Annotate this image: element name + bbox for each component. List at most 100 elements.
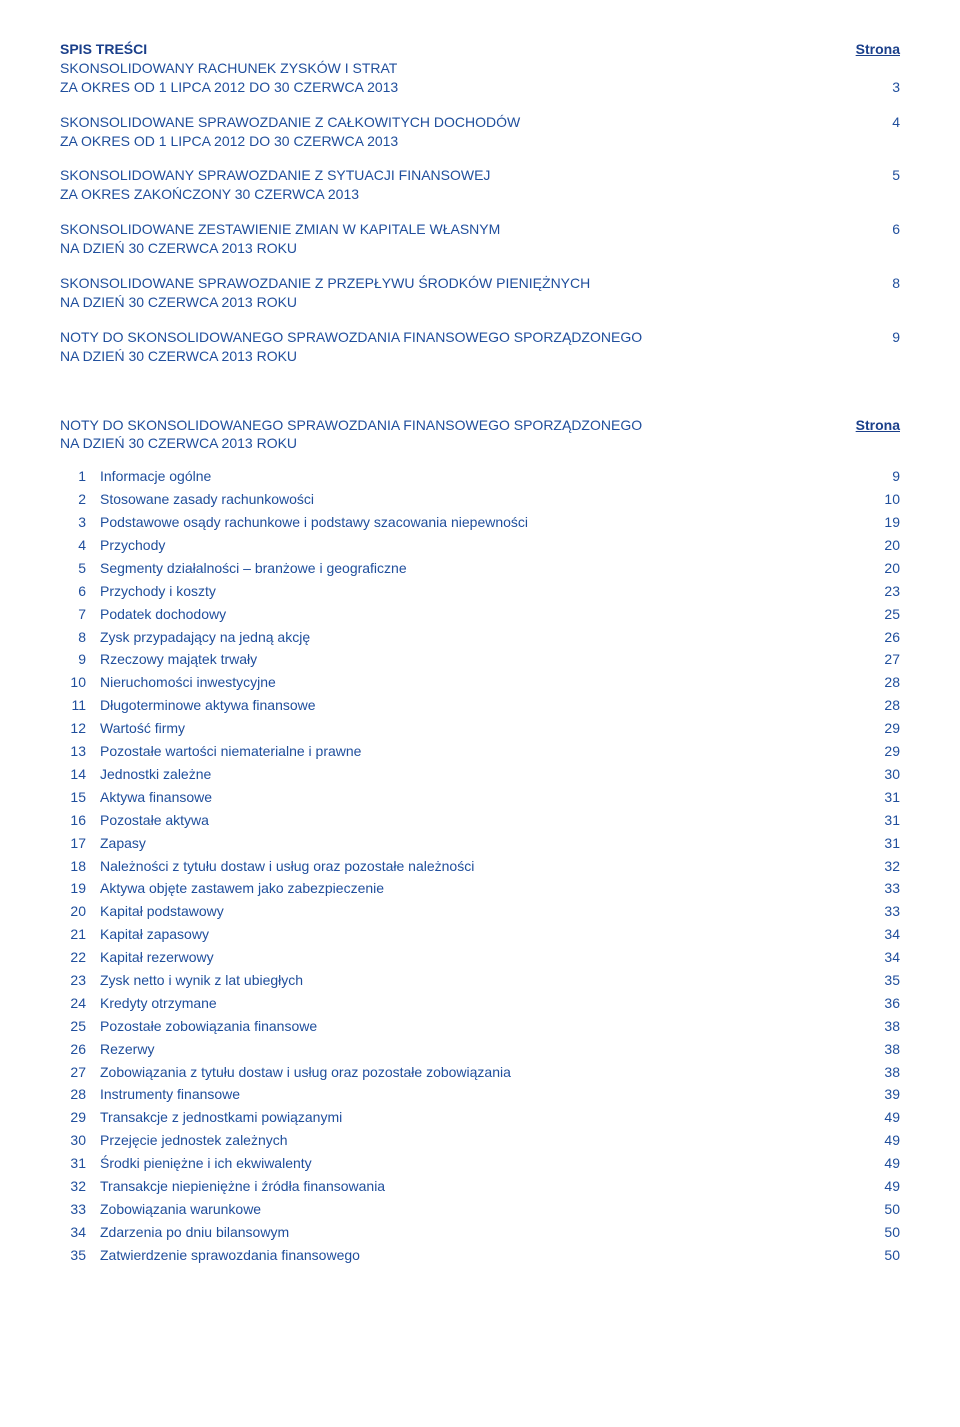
- spacer: [840, 59, 900, 78]
- notes-row-page: 49: [850, 1131, 900, 1150]
- toc-top-item-line: SKONSOLIDOWANE ZESTAWIENIE ZMIAN W KAPIT…: [60, 220, 810, 239]
- notes-row-label: Informacje ogólne: [100, 467, 850, 486]
- notes-row-page: 19: [850, 513, 900, 532]
- notes-row-number: 6: [60, 582, 100, 601]
- notes-row-label: Pozostałe zobowiązania finansowe: [100, 1017, 850, 1036]
- notes-row-number: 24: [60, 994, 100, 1013]
- notes-row-page: 10: [850, 490, 900, 509]
- notes-row-number: 31: [60, 1154, 100, 1173]
- notes-row-label: Nieruchomości inwestycyjne: [100, 673, 850, 692]
- toc-top-item-page: 5: [840, 166, 900, 185]
- notes-row-page: 28: [850, 673, 900, 692]
- toc-top-item-text: NOTY DO SKONSOLIDOWANEGO SPRAWOZDANIA FI…: [60, 328, 840, 366]
- notes-row-label: Rzeczowy majątek trwały: [100, 650, 850, 669]
- notes-row-page: 38: [850, 1063, 900, 1082]
- notes-row-label: Kapitał rezerwowy: [100, 948, 850, 967]
- notes-row-number: 27: [60, 1063, 100, 1082]
- notes-page-header: Strona: [856, 417, 900, 433]
- notes-list-row: 23Zysk netto i wynik z lat ubiegłych35: [60, 971, 900, 990]
- notes-row-page: 29: [850, 719, 900, 738]
- notes-row-page: 34: [850, 948, 900, 967]
- notes-row-page: 38: [850, 1040, 900, 1059]
- notes-list-row: 16Pozostałe aktywa31: [60, 811, 900, 830]
- notes-list-row: 35Zatwierdzenie sprawozdania finansowego…: [60, 1246, 900, 1265]
- notes-row-page: 50: [850, 1223, 900, 1242]
- notes-row-page: 25: [850, 605, 900, 624]
- notes-row-number: 32: [60, 1177, 100, 1196]
- toc-top-item-line: SKONSOLIDOWANY SPRAWOZDANIE Z SYTUACJI F…: [60, 166, 810, 185]
- notes-row-number: 10: [60, 673, 100, 692]
- toc-top-section: SPIS TREŚCI SKONSOLIDOWANY RACHUNEK ZYSK…: [60, 40, 900, 366]
- notes-row-number: 7: [60, 605, 100, 624]
- notes-list-row: 4Przychody20: [60, 536, 900, 555]
- notes-header-line2: NA DZIEŃ 30 CZERWCA 2013 ROKU: [60, 434, 856, 453]
- notes-header-line1: NOTY DO SKONSOLIDOWANEGO SPRAWOZDANIA FI…: [60, 416, 856, 435]
- toc-top-item-text: SKONSOLIDOWANE SPRAWOZDANIE Z PRZEPŁYWU …: [60, 274, 840, 312]
- notes-row-page: 36: [850, 994, 900, 1013]
- notes-row-label: Rezerwy: [100, 1040, 850, 1059]
- notes-row-page: 49: [850, 1154, 900, 1173]
- notes-list-row: 18Należności z tytułu dostaw i usług ora…: [60, 857, 900, 876]
- notes-list-row: 22Kapitał rezerwowy34: [60, 948, 900, 967]
- toc-top-item-page: 4: [840, 113, 900, 132]
- toc-title-row: SPIS TREŚCI SKONSOLIDOWANY RACHUNEK ZYSK…: [60, 40, 900, 97]
- notes-row-label: Środki pieniężne i ich ekwiwalenty: [100, 1154, 850, 1173]
- notes-list-row: 24Kredyty otrzymane36: [60, 994, 900, 1013]
- toc-top-item-line: SKONSOLIDOWANY RACHUNEK ZYSKÓW I STRAT: [60, 59, 810, 78]
- notes-row-label: Zdarzenia po dniu bilansowym: [100, 1223, 850, 1242]
- notes-row-page: 26: [850, 628, 900, 647]
- notes-row-page: 32: [850, 857, 900, 876]
- notes-row-label: Wartość firmy: [100, 719, 850, 738]
- notes-row-number: 3: [60, 513, 100, 532]
- notes-row-label: Należności z tytułu dostaw i usług oraz …: [100, 857, 850, 876]
- notes-list-row: 25Pozostałe zobowiązania finansowe38: [60, 1017, 900, 1036]
- notes-row-page: 23: [850, 582, 900, 601]
- notes-list-row: 7Podatek dochodowy25: [60, 605, 900, 624]
- notes-row-label: Transakcje niepieniężne i źródła finanso…: [100, 1177, 850, 1196]
- toc-top-item-page: 8: [840, 274, 900, 293]
- toc-top-item-page: 6: [840, 220, 900, 239]
- notes-list-row: 5Segmenty działalności – branżowe i geog…: [60, 559, 900, 578]
- notes-row-page: 34: [850, 925, 900, 944]
- notes-row-number: 34: [60, 1223, 100, 1242]
- notes-row-number: 2: [60, 490, 100, 509]
- notes-list-row: 32Transakcje niepieniężne i źródła finan…: [60, 1177, 900, 1196]
- notes-row-number: 9: [60, 650, 100, 669]
- notes-row-label: Zatwierdzenie sprawozdania finansowego: [100, 1246, 850, 1265]
- notes-list-header: NOTY DO SKONSOLIDOWANEGO SPRAWOZDANIA FI…: [60, 416, 900, 454]
- toc-top-item: SKONSOLIDOWANE SPRAWOZDANIE Z CAŁKOWITYC…: [60, 113, 900, 151]
- notes-row-page: 27: [850, 650, 900, 669]
- notes-list-row: 12Wartość firmy29: [60, 719, 900, 738]
- notes-row-label: Pozostałe aktywa: [100, 811, 850, 830]
- toc-top-item-line: NA DZIEŃ 30 CZERWCA 2013 ROKU: [60, 347, 810, 366]
- notes-row-page: 39: [850, 1085, 900, 1104]
- notes-row-number: 11: [60, 696, 100, 715]
- notes-list-row: 26Rezerwy38: [60, 1040, 900, 1059]
- notes-list-row: 11Długoterminowe aktywa finansowe28: [60, 696, 900, 715]
- notes-row-label: Segmenty działalności – branżowe i geogr…: [100, 559, 850, 578]
- notes-list-row: 13Pozostałe wartości niematerialne i pra…: [60, 742, 900, 761]
- notes-list-row: 28Instrumenty finansowe39: [60, 1085, 900, 1104]
- notes-row-label: Długoterminowe aktywa finansowe: [100, 696, 850, 715]
- notes-list-row: 17Zapasy31: [60, 834, 900, 853]
- notes-row-number: 22: [60, 948, 100, 967]
- toc-top-item-text: SKONSOLIDOWANE ZESTAWIENIE ZMIAN W KAPIT…: [60, 220, 840, 258]
- notes-list-row: 33Zobowiązania warunkowe50: [60, 1200, 900, 1219]
- notes-list-row: 14Jednostki zależne30: [60, 765, 900, 784]
- notes-row-label: Kapitał podstawowy: [100, 902, 850, 921]
- notes-list-row: 34Zdarzenia po dniu bilansowym50: [60, 1223, 900, 1242]
- notes-row-label: Instrumenty finansowe: [100, 1085, 850, 1104]
- notes-row-label: Przejęcie jednostek zależnych: [100, 1131, 850, 1150]
- notes-list-row: 10Nieruchomości inwestycyjne28: [60, 673, 900, 692]
- notes-row-label: Aktywa objęte zastawem jako zabezpieczen…: [100, 879, 850, 898]
- notes-row-number: 35: [60, 1246, 100, 1265]
- notes-row-page: 9: [850, 467, 900, 486]
- toc-title: SPIS TREŚCI: [60, 41, 147, 57]
- notes-row-number: 13: [60, 742, 100, 761]
- notes-row-page: 33: [850, 879, 900, 898]
- notes-list-row: 9Rzeczowy majątek trwały27: [60, 650, 900, 669]
- toc-top-item-line: NA DZIEŃ 30 CZERWCA 2013 ROKU: [60, 293, 810, 312]
- notes-row-number: 23: [60, 971, 100, 990]
- notes-row-number: 18: [60, 857, 100, 876]
- notes-list-row: 21Kapitał zapasowy34: [60, 925, 900, 944]
